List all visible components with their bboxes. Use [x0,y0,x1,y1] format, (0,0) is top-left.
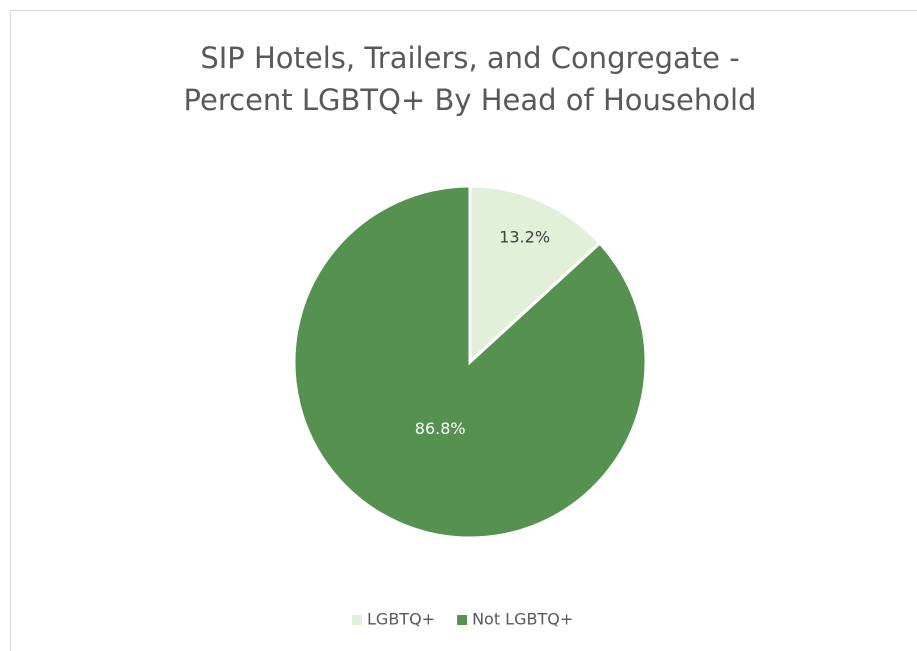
chart-title: SIP Hotels, Trailers, and Congregate - [200,41,739,75]
pie-slice [468,184,602,366]
data-label: 13.2% [499,227,550,246]
legend-swatch [352,615,362,625]
pie-slice [292,184,648,540]
data-label: 86.8% [415,419,466,438]
legend-label: Not LGBTQ+ [472,610,573,629]
legend-swatch [457,615,468,625]
chart-title: Percent LGBTQ+ By Head of Household [184,83,757,117]
legend-label: LGBTQ+ [367,610,435,629]
